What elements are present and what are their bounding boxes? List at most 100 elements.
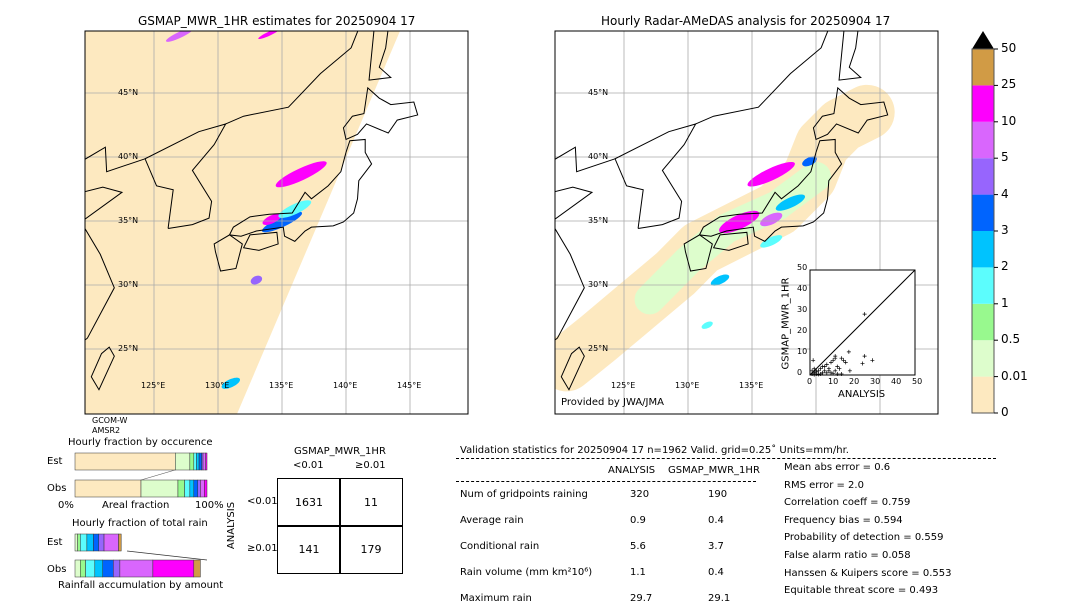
colorbar-label: 4 [1001,186,1009,201]
occurrence-est-segment [193,452,197,471]
row-label-0: <0.01 [247,496,278,507]
colorbar-segment [972,303,994,341]
scatter-point [835,364,840,369]
rain-accum-label: Rainfall accumulation by amount [58,580,224,591]
scatter-point [820,370,825,375]
lon-label: 135°E [739,381,764,390]
divider [456,458,996,459]
rain-patch [258,31,281,40]
lon-label: 130°E [205,381,230,390]
score-text: Hanssen & Kuipers score = 0.553 [784,567,952,579]
colorbar-segment [972,194,994,231]
lat-label: 40°N [118,152,139,161]
lon-label: 140°E [333,381,358,390]
lat-label: 25°N [588,344,609,353]
score-text: False alarm ratio = 0.058 [784,550,911,561]
coastline-china [85,146,146,341]
obs-label-2: Obs [47,564,67,575]
rain-obs-segment [94,559,103,578]
x-tick-0: 0% [58,500,74,511]
occurrence-est-segment [205,452,208,471]
rain-patch [701,321,713,329]
obs-label: Obs [47,483,67,494]
rain-obs-segment [113,559,121,578]
scatter-point [822,368,827,373]
est-label-2: Est [47,537,63,548]
colorbar-label: 0 [1001,405,1009,419]
scatter-point [816,372,821,377]
occurrence-est-segment [202,452,206,471]
rain-patch [719,210,760,234]
scatter-y-tick: 50 [797,263,808,272]
coastline-shikoku [242,231,279,251]
stat-analysis: 0.9 [630,515,646,526]
colorbar-label: 0.01 [1001,368,1028,383]
colorbar-label: 10 [1001,113,1017,128]
colorbar-label: 0.5 [1001,332,1021,347]
colorbar-extend-arrow [972,31,994,49]
stat-label: Rain volume (mm km²10⁶) [460,567,593,578]
scatter-point [822,364,827,369]
stat-analysis: 5.6 [630,541,646,552]
colorbar-segment [972,376,994,413]
coastline-shikoku [712,231,749,251]
x-tick-100: 100% [195,500,224,511]
stat-gsmap: 0.4 [708,515,724,526]
rain-obs-segment [85,559,96,578]
rain-patch [262,213,281,225]
score-text: Correlation coeff = 0.759 [784,497,911,509]
scatter-point [818,366,823,371]
colorbar-label: 5 [1001,150,1009,165]
occurrence-obs-segment [74,479,142,498]
lat-label: 35°N [588,216,609,225]
scatter-x-tick: 30 [870,377,881,386]
row-title: ANALYSIS [226,501,238,550]
rain-patch [710,274,730,286]
rain-est-segment [93,533,100,552]
scatter-point [810,368,815,373]
colorbar-label: 2 [1001,259,1009,274]
occurrence-obs-segment [140,479,179,498]
credit-text: Provided by JWA/JMA [561,397,664,408]
coastline-russia [225,31,359,125]
score-text: Frequency bias = 0.594 [784,514,903,526]
rain-est-segment [103,533,119,552]
occurrence-obs-segment [204,479,208,498]
validation-header: Validation statistics for 20250904 17 n=… [460,445,849,456]
scatter-y-tick: 40 [797,284,808,293]
occurrence-est-segment [196,452,200,471]
est-label: Est [47,456,63,467]
scatter-point [814,371,819,376]
rain-patch [775,194,806,211]
score-text: RMS error = 2.0 [784,479,864,491]
scatter-xlabel: ANALYSIS [838,389,886,400]
score-text: Equitable threat score = 0.493 [784,585,939,597]
colorbar-segment [972,121,994,159]
rain-est-segment [118,533,122,552]
scatter-y-tick: 0 [797,368,803,377]
cell-11: 179 [339,525,403,574]
coastline-sakhalin [368,31,392,81]
coastline-korea [614,123,697,229]
rain-est-segment [77,533,81,552]
lat-label: 40°N [588,152,609,161]
colorbar-label: 3 [1001,223,1009,237]
scatter-point [829,360,833,365]
coastline-taiwan [560,346,585,391]
cell-10: 141 [277,525,341,574]
lon-label: 145°E [397,381,422,390]
stat-analysis: 29.7 [630,593,653,604]
coastline-honshu [698,138,843,242]
scatter-y-tick: 10 [797,347,808,356]
rain-est-segment [80,533,88,552]
map-frame [554,30,939,415]
coastline-china [555,146,616,341]
occurrence-obs-segment [193,479,199,498]
lat-label: 45°N [588,88,609,97]
rain-patch [165,31,194,42]
scatter-point [824,362,829,367]
stat-analysis: 1.1 [630,567,646,578]
scatter-point [824,370,829,375]
col-analysis: ANALYSIS [608,465,656,476]
